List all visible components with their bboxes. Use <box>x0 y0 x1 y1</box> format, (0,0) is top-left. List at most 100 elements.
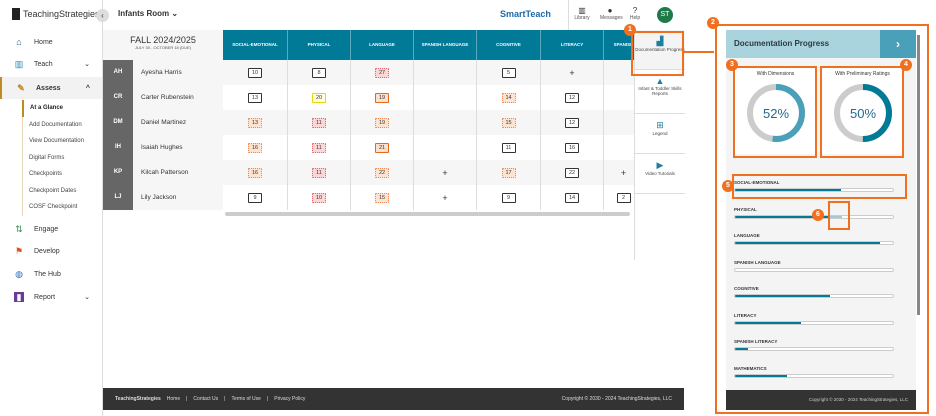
folder-count[interactable]: 13 <box>248 92 262 103</box>
footer-link-home[interactable]: Home <box>166 396 181 402</box>
folder-count[interactable]: 12 <box>565 117 579 128</box>
grid-cell[interactable]: 15 <box>477 110 541 135</box>
grid-cell[interactable] <box>604 135 634 160</box>
grid-cell[interactable] <box>604 85 634 110</box>
child-name[interactable]: Ayesha Harris <box>133 60 223 85</box>
child-name[interactable]: Kilcah Patterson <box>133 160 223 185</box>
folder-count[interactable]: 11 <box>312 117 326 128</box>
grid-cell[interactable]: 16 <box>223 135 288 160</box>
grid-cell[interactable]: 9 <box>477 185 541 210</box>
folder-count[interactable]: 16 <box>248 167 262 178</box>
grid-cell[interactable]: 12 <box>541 110 604 135</box>
collapse-sidebar-button[interactable]: ‹ <box>96 9 109 22</box>
library-button[interactable]: ▥ Library <box>572 6 592 21</box>
add-icon[interactable]: + <box>442 167 448 178</box>
grid-cell[interactable]: 13 <box>223 85 288 110</box>
grid-cell[interactable] <box>414 135 477 160</box>
grid-cell[interactable]: + <box>414 160 477 185</box>
folder-count[interactable]: 2 <box>616 192 631 203</box>
grid-cell[interactable]: 22 <box>541 160 604 185</box>
sidebar-item-engage[interactable]: ⇅ Engage <box>0 218 102 240</box>
folder-count[interactable]: 9 <box>248 192 262 203</box>
folder-count[interactable]: 19 <box>375 92 389 103</box>
subnav-digital-forms[interactable]: Digital Forms <box>22 149 102 166</box>
grid-cell[interactable]: 15 <box>351 185 414 210</box>
folder-count[interactable]: 8 <box>312 67 326 78</box>
teaching-strategies-logo[interactable]: TeachingStrategies <box>12 8 100 20</box>
grid-cell[interactable]: 10 <box>223 60 288 85</box>
footer-link-terms[interactable]: Terms of Use <box>231 396 261 402</box>
grid-cell[interactable]: 22 <box>351 160 414 185</box>
skills-reports-button[interactable]: ▲ Infant & Toddler Skills Reports <box>635 70 685 114</box>
chevron-right-icon[interactable]: › <box>880 30 916 58</box>
subnav-add-documentation[interactable]: Add Documentation <box>22 116 102 133</box>
footer-link-privacy[interactable]: Privacy Policy <box>274 396 306 402</box>
folder-count[interactable]: 14 <box>501 92 516 103</box>
folder-count[interactable]: 11 <box>501 142 516 153</box>
add-icon[interactable]: + <box>569 67 575 78</box>
subnav-view-documentation[interactable]: View Documentation <box>22 133 102 150</box>
grid-cell[interactable]: 16 <box>541 135 604 160</box>
sidebar-item-report[interactable]: ▮ Report ⌄ <box>0 286 102 308</box>
grid-cell[interactable]: 19 <box>351 85 414 110</box>
grid-cell[interactable] <box>414 110 477 135</box>
grid-cell[interactable]: 12 <box>541 85 604 110</box>
subnav-cosf-checkpoint[interactable]: COSF Checkpoint <box>22 199 102 216</box>
grid-cell[interactable]: 5 <box>477 60 541 85</box>
footer-link-contact[interactable]: Contact Us <box>193 396 219 402</box>
sidebar-item-assess[interactable]: ✎ Assess ^ <box>0 77 102 99</box>
grid-cell[interactable]: 17 <box>477 160 541 185</box>
grid-cell[interactable]: 9 <box>223 185 288 210</box>
folder-count[interactable]: 11 <box>312 142 326 153</box>
subnav-at-a-glance[interactable]: At a Glance <box>22 100 102 117</box>
help-button[interactable]: ? Help <box>625 6 645 21</box>
sidebar-item-home[interactable]: ⌂ Home <box>0 31 102 53</box>
child-name[interactable]: Lily Jackson <box>133 185 223 210</box>
horizontal-scrollbar[interactable] <box>225 212 630 216</box>
grid-cell[interactable]: 20 <box>288 85 351 110</box>
documentation-progress-button[interactable]: ▟ Documentation Progress <box>635 30 685 70</box>
folder-count[interactable]: 19 <box>375 117 389 128</box>
subnav-checkpoint-dates[interactable]: Checkpoint Dates <box>22 182 102 199</box>
folder-count[interactable]: 21 <box>375 142 389 153</box>
grid-cell[interactable]: 11 <box>288 110 351 135</box>
grid-cell[interactable] <box>414 85 477 110</box>
folder-count[interactable]: 14 <box>565 192 579 203</box>
video-tutorials-button[interactable]: ▶ Video Tutorials <box>635 154 685 194</box>
classroom-selector[interactable]: Infants Room ⌄ <box>118 9 178 18</box>
folder-count[interactable]: 5 <box>501 67 516 78</box>
grid-cell[interactable] <box>604 110 634 135</box>
grid-cell[interactable]: 21 <box>351 135 414 160</box>
folder-count[interactable]: 10 <box>312 192 326 203</box>
add-icon[interactable]: + <box>442 192 448 203</box>
folder-count[interactable]: 9 <box>501 192 516 203</box>
folder-count[interactable]: 10 <box>248 67 262 78</box>
subnav-checkpoints[interactable]: Checkpoints <box>22 166 102 183</box>
legend-button[interactable]: ⊞ Legend <box>635 114 685 154</box>
grid-cell[interactable]: 16 <box>223 160 288 185</box>
grid-cell[interactable]: 11 <box>288 160 351 185</box>
grid-cell[interactable]: 14 <box>477 85 541 110</box>
grid-cell[interactable]: 27 <box>351 60 414 85</box>
grid-cell[interactable]: 2 <box>604 185 634 210</box>
folder-count[interactable]: 11 <box>312 167 326 178</box>
folder-count[interactable]: 22 <box>565 167 579 178</box>
grid-cell[interactable]: + <box>541 60 604 85</box>
folder-count[interactable]: 13 <box>248 117 262 128</box>
folder-count[interactable]: 12 <box>565 92 579 103</box>
grid-cell[interactable]: + <box>604 160 634 185</box>
avatar[interactable]: ST <box>657 7 673 23</box>
folder-count[interactable]: 16 <box>565 142 579 153</box>
child-name[interactable]: Carter Rubenstein <box>133 85 223 110</box>
grid-cell[interactable]: 13 <box>223 110 288 135</box>
folder-count[interactable]: 22 <box>375 167 389 178</box>
grid-cell[interactable]: 14 <box>541 185 604 210</box>
grid-cell[interactable] <box>414 60 477 85</box>
panel-scrollbar[interactable] <box>917 35 920 315</box>
sidebar-item-develop[interactable]: ⚑ Develop <box>0 240 102 262</box>
add-icon[interactable]: + <box>620 167 627 178</box>
messages-button[interactable]: ● Messages <box>600 6 623 21</box>
folder-count[interactable]: 27 <box>375 67 389 78</box>
child-name[interactable]: Isaiah Hughes <box>133 135 223 160</box>
grid-cell[interactable]: + <box>414 185 477 210</box>
